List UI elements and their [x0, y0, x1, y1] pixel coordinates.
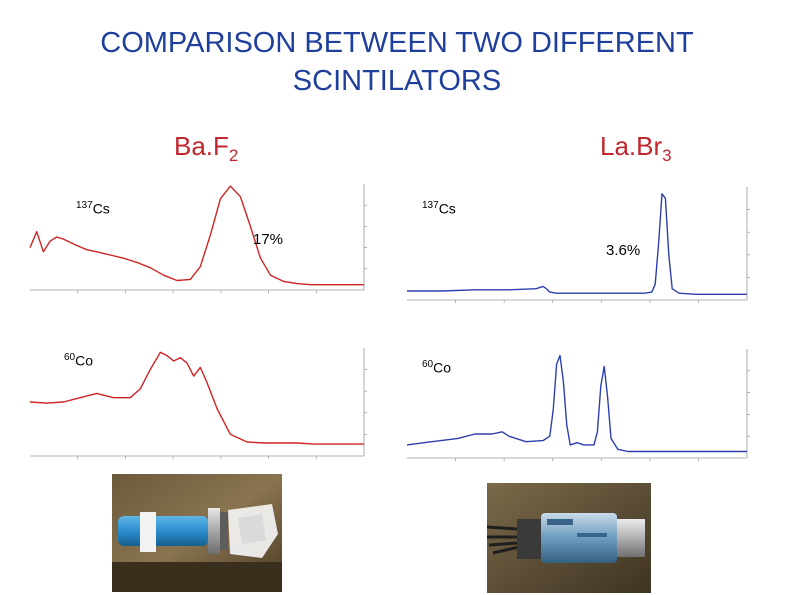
baf2-cs137-isotope-label: 137Cs	[76, 200, 110, 217]
spectrum-line	[407, 193, 747, 296]
baf2-co60-plot	[29, 348, 367, 459]
labr3-cs137-plot	[407, 187, 750, 303]
labr3-cs137-isotope-label: 137Cs	[422, 200, 456, 217]
axis-lines	[30, 184, 365, 291]
labr3-resolution-label: 3.6%	[606, 242, 641, 259]
baf2-co60-spectrum	[24, 342, 384, 468]
labr3-co60-isotope-label: 60Co	[422, 359, 451, 376]
baf2-detector-photo	[112, 474, 282, 592]
title-line-2: SCINTILATORS	[292, 65, 502, 97]
labr3-co60-plot	[406, 349, 750, 461]
isotope-mass: 137	[76, 200, 93, 211]
baf2-resolution-label: 17%	[253, 231, 284, 248]
labr3-heading: La.Br3	[600, 131, 672, 166]
isotope-mass: 137	[422, 200, 439, 211]
labr3-co60-spectrum	[401, 345, 771, 468]
slide-title: COMPARISON BETWEEN TWO DIFFERENT SCINTIL…	[0, 24, 794, 100]
isotope-symbol: Co	[433, 359, 452, 376]
isotope-symbol: Cs	[92, 200, 110, 217]
isotope-mass: 60	[422, 359, 434, 370]
labr3-heading-sub: 3	[662, 146, 672, 166]
labr3-heading-main: La.Br	[600, 131, 663, 161]
baf2-cs137-spectrum	[24, 178, 384, 304]
isotope-symbol: Co	[75, 352, 94, 369]
baf2-cs137-plot	[29, 184, 367, 293]
baf2-co60-isotope-label: 60Co	[64, 352, 93, 369]
labr3-detector-illustration	[487, 483, 651, 593]
spectrum-line	[29, 185, 364, 286]
axis-lines	[407, 349, 748, 459]
title-line-1: COMPARISON BETWEEN TWO DIFFERENT	[100, 27, 694, 59]
labr3-cs137-spectrum	[401, 183, 771, 310]
isotope-mass: 60	[64, 352, 76, 363]
baf2-heading-sub: 2	[228, 146, 239, 166]
spectrum-line	[29, 351, 364, 445]
baf2-heading: Ba.F2	[174, 131, 238, 166]
baf2-heading-main: Ba.F	[174, 131, 229, 161]
labr3-detector-photo	[487, 483, 651, 593]
baf2-detector-illustration	[112, 474, 282, 592]
isotope-symbol: Cs	[438, 200, 456, 217]
axis-lines	[30, 348, 365, 457]
axis-lines	[407, 187, 748, 301]
spectrum-line	[406, 354, 747, 453]
